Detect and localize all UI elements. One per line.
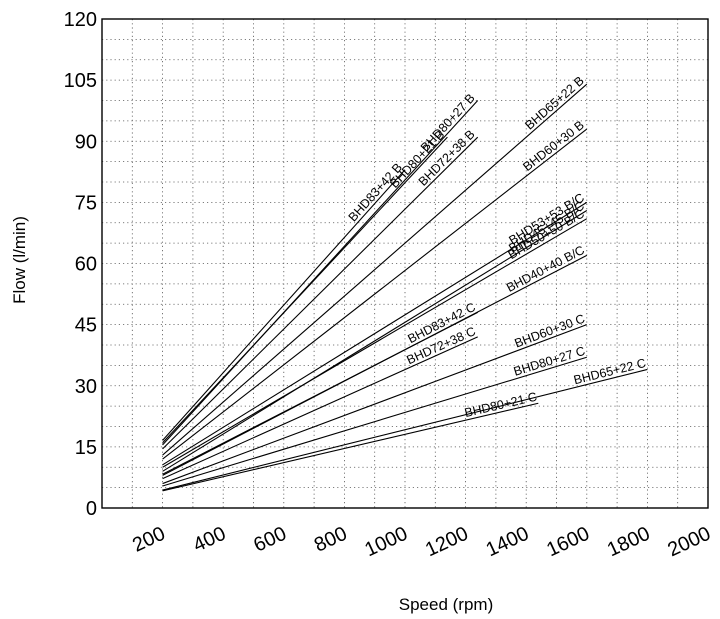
x-tick-label: 2000 [664, 523, 714, 562]
x-tick-label: 1000 [361, 523, 411, 562]
y-axis-ticks: 0 15 30 45 60 75 90 105 120 [64, 9, 97, 520]
y-tick-label: 15 [75, 437, 97, 459]
series-line [162, 311, 478, 475]
series-line [162, 128, 588, 460]
series-line [162, 210, 588, 472]
x-tick-label: 1400 [483, 523, 533, 562]
y-tick-label: 105 [64, 70, 97, 92]
x-tick-label: 200 [129, 523, 169, 557]
x-tick-label: 600 [250, 523, 290, 557]
series-lines [162, 83, 648, 492]
series-line [162, 402, 539, 492]
series-line [162, 100, 479, 446]
y-tick-label: 120 [64, 9, 97, 31]
y-tick-label: 75 [75, 192, 97, 214]
x-tick-label: 400 [190, 523, 230, 557]
series-line [162, 324, 587, 485]
y-tick-label: 45 [75, 315, 97, 337]
x-axis-title: Speed (rpm) [399, 595, 493, 614]
series-line [162, 83, 588, 456]
series-line [162, 218, 588, 468]
plot-frame [101, 18, 709, 509]
series-label: BHD65+22 C [572, 356, 647, 387]
x-tick-label: 1600 [543, 523, 593, 562]
y-axis-title: Flow (l/min) [10, 216, 29, 304]
x-tick-label: 1200 [422, 523, 472, 562]
series-line [162, 368, 648, 491]
series-line [162, 201, 588, 466]
series-label: BHD80+21 C [463, 390, 538, 420]
series-line [162, 169, 406, 441]
x-tick-label: 1800 [604, 523, 654, 562]
y-tick-label: 60 [75, 254, 97, 276]
y-tick-label: 30 [75, 376, 97, 398]
x-tick-label: 800 [311, 523, 351, 557]
y-tick-label: 0 [86, 498, 97, 520]
y-tick-label: 90 [75, 131, 97, 153]
series-line [162, 336, 478, 480]
series-line [162, 356, 587, 487]
series-line [162, 136, 479, 450]
series-label: BHD60+30 C [513, 312, 587, 351]
x-axis-ticks: 200 400 600 800 1000 1200 1400 1600 1800 2000 [129, 523, 714, 562]
